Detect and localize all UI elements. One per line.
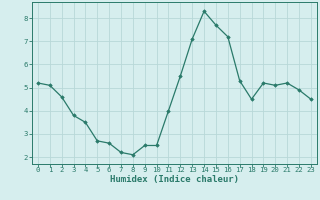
X-axis label: Humidex (Indice chaleur): Humidex (Indice chaleur)	[110, 175, 239, 184]
